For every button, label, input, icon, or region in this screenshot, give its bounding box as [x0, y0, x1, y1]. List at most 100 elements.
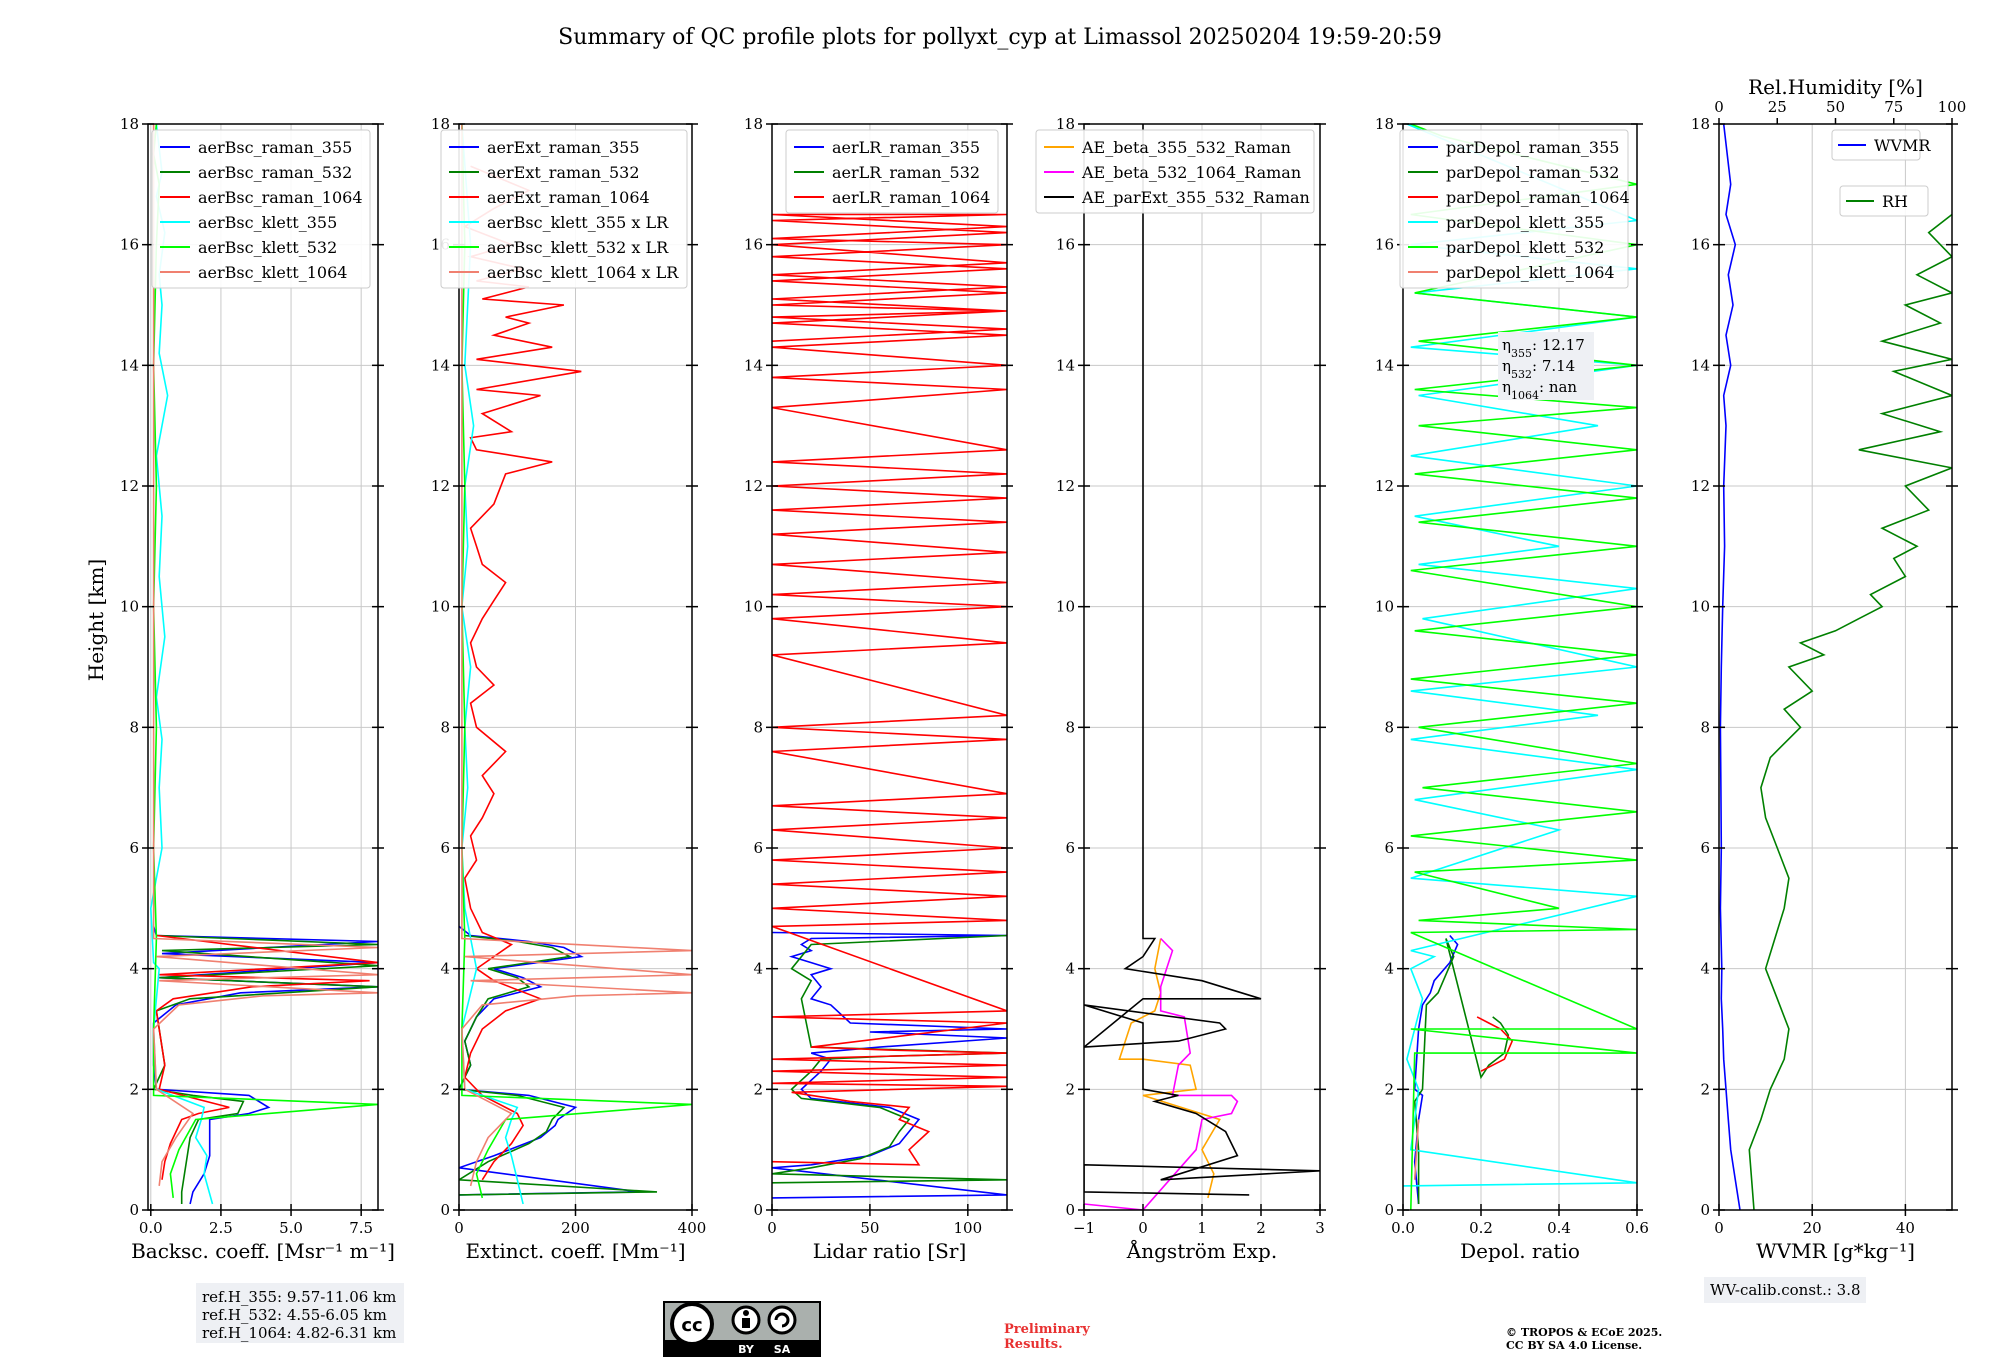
x2-tick-label: 75: [1884, 98, 1903, 116]
cc-icon: [670, 1302, 714, 1346]
legend-label: AE_beta_532_1064_Raman: [1081, 163, 1301, 182]
legend-label: parDepol_raman_355: [1446, 138, 1619, 157]
x-axis-label: Lidar ratio [Sr]: [813, 1239, 967, 1263]
x-tick-label: 0: [1138, 1219, 1148, 1237]
y-tick-label: 12: [1691, 477, 1710, 495]
x2-tick-label: 0: [1714, 98, 1724, 116]
y-tick-label: 16: [120, 236, 139, 254]
x-tick-label: 0.6: [1625, 1219, 1649, 1237]
y-tick-label: 12: [431, 477, 450, 495]
y-tick-label: 0: [1384, 1201, 1394, 1219]
panel-depol: 0 2 4 6 8 10 12 14 16 18 0.0 0.2 0.4 0.6 Depol. ratio p…: [1375, 115, 1649, 1263]
y-tick-label: 10: [1375, 598, 1394, 616]
x-tick-label: 2.5: [209, 1219, 233, 1237]
axes-frame: [1402, 123, 1638, 1211]
cc-license-badge[interactable]: cc BY SA: [663, 1301, 821, 1357]
legend: RH: [1839, 185, 1929, 217]
y-tick-label: 18: [1691, 115, 1710, 133]
legend-label: aerLR_raman_355: [832, 138, 980, 157]
legend-label: aerExt_raman_532: [487, 163, 640, 182]
y-tick-label: 10: [744, 598, 763, 616]
y-tick-label: 2: [129, 1080, 139, 1098]
y-tick-label: 8: [1384, 718, 1394, 736]
preliminary-line2: Results.: [1004, 1337, 1063, 1352]
y-tick-label: 2: [1065, 1080, 1075, 1098]
ref-info-1064: ref.H_1064: 4.82-6.31 km: [202, 1324, 396, 1342]
y-tick-label: 14: [1056, 356, 1075, 374]
ref-info-box: ref.H_355: 9.57-11.06 km ref.H_532: 4.55…: [196, 1283, 404, 1343]
preliminary-line1: Preliminary: [1004, 1322, 1090, 1337]
y-tick-label: 4: [1700, 960, 1710, 978]
y-tick-label: 6: [440, 839, 450, 857]
series-line-aerLR_raman_355: [772, 931, 1007, 1199]
axes-frame: [1718, 123, 1953, 1211]
y-tick-label: 4: [129, 960, 139, 978]
y-tick-label: 12: [1056, 477, 1075, 495]
y-tick-label: 6: [1700, 839, 1710, 857]
y-tick-label: 8: [440, 718, 450, 736]
series-line-aerBsc_klett_1064: [152, 124, 378, 1186]
x2-tick-label: 100: [1938, 98, 1967, 116]
x-tick-label: 1: [1197, 1219, 1207, 1237]
legend-label: parDepol_klett_532: [1446, 238, 1604, 257]
y-tick-label: 8: [1700, 718, 1710, 736]
ref-info-355: ref.H_355: 9.57-11.06 km: [202, 1288, 396, 1306]
eta-value: η355: 12.17: [1502, 336, 1585, 360]
legend-label: aerBsc_klett_1064 x LR: [487, 263, 679, 282]
series-line-aerBsc_klett_1064 x LR: [461, 124, 692, 1187]
legend: aerLR_raman_355 aerLR_raman_532 aerLR_rama…: [785, 129, 999, 214]
y-tick-label: 6: [753, 839, 763, 857]
y-tick-label: 6: [1384, 839, 1394, 857]
series-line-parDepol_klett_532: [1410, 124, 1637, 1210]
y-tick-label: 0: [440, 1201, 450, 1219]
legend: aerBsc_raman_355 aerBsc_raman_532 aerBsc_r…: [151, 129, 371, 289]
series-line-aerLR_raman_532: [772, 934, 1007, 1184]
legend-label: AE_parExt_355_532_Raman: [1081, 188, 1310, 207]
series-line-AE_beta_355_532_Raman: [1118, 938, 1221, 1199]
series-line-WVMR: [1719, 124, 1741, 1210]
x-tick-label: 0.0: [139, 1219, 163, 1237]
y-tick-label: 4: [1384, 960, 1394, 978]
legend-label: RH: [1882, 192, 1908, 211]
y-tick-label: 18: [1056, 115, 1075, 133]
x-tick-label: 40: [1896, 1219, 1915, 1237]
y-tick-label: 16: [744, 236, 763, 254]
legend: AE_beta_355_532_Raman AE_beta_532_1064_Ra…: [1035, 129, 1315, 214]
figure-title: Summary of QC profile plots for pollyxt_…: [558, 25, 1442, 50]
y-tick-label: 14: [744, 356, 763, 374]
x2-axis-label: Rel.Humidity [%]: [1748, 75, 1923, 99]
x-axis-label: WVMR [g*kg⁻¹]: [1756, 1239, 1915, 1263]
series-line-AE_parExt_355_532_Raman: [1084, 124, 1320, 1196]
y-tick-label: 16: [1375, 236, 1394, 254]
x-tick-label: 0: [1714, 1219, 1724, 1237]
y-tick-label: 12: [120, 477, 139, 495]
legend-label: aerBsc_raman_355: [198, 138, 352, 157]
legend: parDepol_raman_355 parDepol_raman_532 parD…: [1399, 129, 1630, 289]
wv-calib-box: WV-calib.const.: 3.8: [1704, 1277, 1866, 1303]
series-line-RH: [1748, 213, 1952, 1210]
axes-frame: [147, 123, 379, 1211]
series-group: [459, 124, 692, 1205]
legend-label: aerExt_raman_1064: [487, 188, 650, 207]
x-tick-label: 3: [1315, 1219, 1325, 1237]
panel-lr: 0 2 4 6 8 10 12 14 16 18 0 50 100 Lidar ratio [Sr] aer…: [744, 115, 1013, 1263]
sa-icon: [767, 1305, 797, 1335]
copyright-line2: CC BY SA 4.0 License.: [1506, 1339, 1642, 1352]
y-tick-label: 14: [120, 356, 139, 374]
y-tick-label: 4: [753, 960, 763, 978]
x-axis-label: Extinct. coeff. [Mm⁻¹]: [465, 1239, 685, 1263]
legend: WVMR: [1831, 129, 1931, 161]
x-tick-label: 7.5: [349, 1219, 373, 1237]
y-tick-label: 8: [753, 718, 763, 736]
series-line-aerLR_raman_1064: [772, 213, 1007, 1166]
y-tick-label: 18: [431, 115, 450, 133]
legend-label: aerBsc_klett_532 x LR: [487, 238, 669, 257]
y-tick-label: 6: [129, 839, 139, 857]
legend: aerExt_raman_355 aerExt_raman_532 aerExt_r…: [440, 129, 688, 289]
y-tick-label: 12: [1375, 477, 1394, 495]
series-group: [1084, 124, 1320, 1210]
panel-bsc: 0 2 4 6 8 10 12 14 16 18 0.0 2.5 5.0 7.5 Backsc. coeff…: [120, 115, 395, 1263]
